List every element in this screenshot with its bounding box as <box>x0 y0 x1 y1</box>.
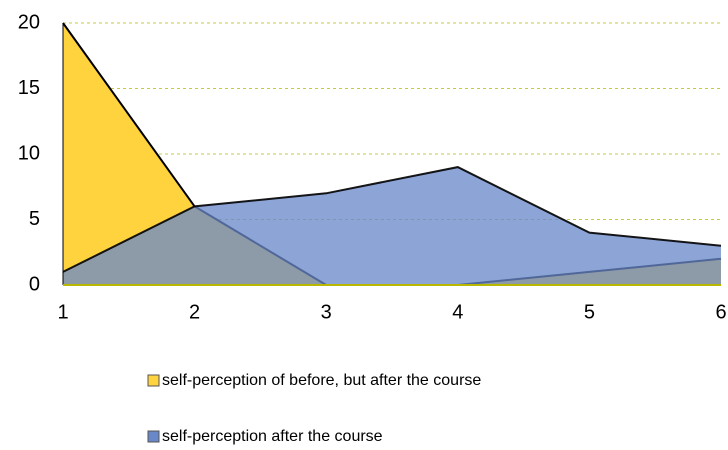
legend-swatch <box>147 430 160 443</box>
area <box>63 167 721 285</box>
y-tick-label: 5 <box>29 208 40 230</box>
x-tick-label: 4 <box>452 301 463 323</box>
legend-swatch <box>147 374 160 387</box>
y-tick-label: 15 <box>18 77 40 99</box>
x-tick-label: 2 <box>189 301 200 323</box>
area-line <box>62 166 722 273</box>
y-tick-label: 10 <box>18 142 40 164</box>
x-tick-label: 3 <box>321 301 332 323</box>
x-tick-label: 5 <box>584 301 595 323</box>
x-tick-label: 6 <box>715 301 726 323</box>
x-tick-label: 1 <box>57 301 68 323</box>
legend-label: self-perception after the course <box>162 428 383 445</box>
y-tick-label: 0 <box>29 273 40 295</box>
legend-label: self-perception of before, but after the… <box>162 372 481 389</box>
y-tick-label: 20 <box>18 11 40 33</box>
